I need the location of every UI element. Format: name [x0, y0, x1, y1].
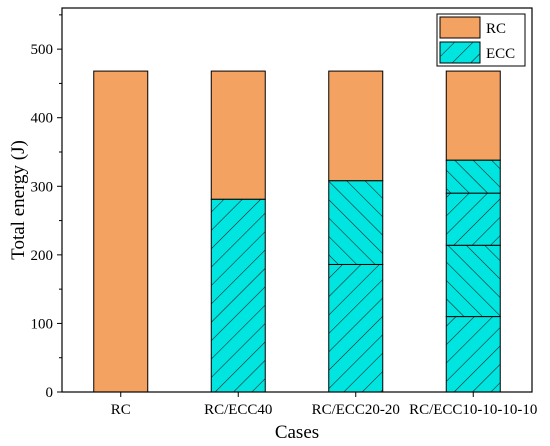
x-tick-label-1: RC/ECC40: [204, 402, 272, 418]
y-tick-label-4: 400: [31, 111, 54, 127]
bar-ecc-hatch-2-layer-1: [328, 180, 384, 265]
bar-rc-3: [445, 70, 501, 161]
bar-rc-0: [93, 70, 149, 393]
bar-ecc-hatch-3-layer-3: [445, 159, 501, 194]
bar-rc-2: [328, 70, 384, 182]
x-axis-title: Cases: [275, 422, 319, 443]
y-tick-label-3: 300: [31, 179, 54, 195]
legend: RC ECC: [436, 13, 526, 67]
legend-label-rc: RC: [486, 21, 506, 37]
bar-ecc-hatch-3-layer-2: [445, 192, 501, 246]
y-tick-label-1: 100: [31, 316, 54, 332]
y-axis-title: Total energy (J): [8, 140, 29, 260]
x-tick-label-0: RC: [111, 402, 131, 418]
bar-ecc-hatch-3-layer-1: [445, 244, 501, 318]
legend-swatch-ecc-hatch: [440, 42, 480, 63]
bar-ecc-hatch-2-layer-0: [328, 263, 384, 393]
bar-ecc-hatch-1-layer-0: [210, 198, 266, 393]
x-tick-label-2: RC/ECC20-20: [312, 402, 400, 418]
ticks-group: RC RC/ECC40 RC/ECC20-20 RC/ECC10-10-10-10 0 1…: [31, 14, 537, 418]
x-tick-label-3: RC/ECC10-10-10-10: [409, 402, 537, 418]
y-tick-label-5: 500: [31, 42, 54, 58]
plot-frame: [61, 7, 533, 393]
bar-ecc-hatch-3-layer-0: [445, 316, 501, 393]
bar-rc-1: [210, 70, 266, 200]
y-tick-label-2: 200: [31, 248, 54, 264]
bars-group: [93, 70, 501, 393]
legend-label-ecc: ECC: [486, 46, 515, 62]
y-tick-label-0: 0: [46, 385, 54, 401]
legend-swatch-rc: [439, 16, 481, 39]
